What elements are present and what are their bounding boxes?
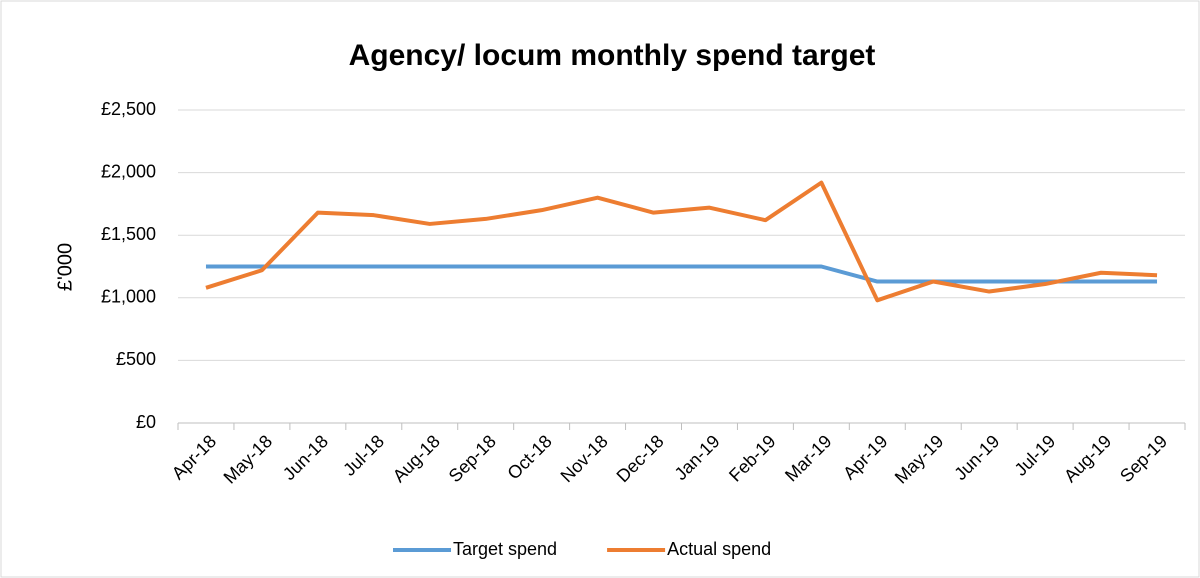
y-tick-label: £0 xyxy=(136,412,156,432)
y-tick-label: £500 xyxy=(116,349,156,369)
series-line xyxy=(205,180,1158,303)
legend-label: Target spend xyxy=(453,539,557,559)
y-tick-label: £2,500 xyxy=(101,99,156,119)
y-tick-label: £1,000 xyxy=(101,287,156,307)
y-tick-label: £1,500 xyxy=(101,224,156,244)
y-axis-title: £'000 xyxy=(54,243,76,291)
chart-title: Agency/ locum monthly spend target xyxy=(349,39,876,72)
y-tick-label: £2,000 xyxy=(101,161,156,181)
legend-label: Actual spend xyxy=(667,539,771,559)
series-line xyxy=(205,264,1158,284)
